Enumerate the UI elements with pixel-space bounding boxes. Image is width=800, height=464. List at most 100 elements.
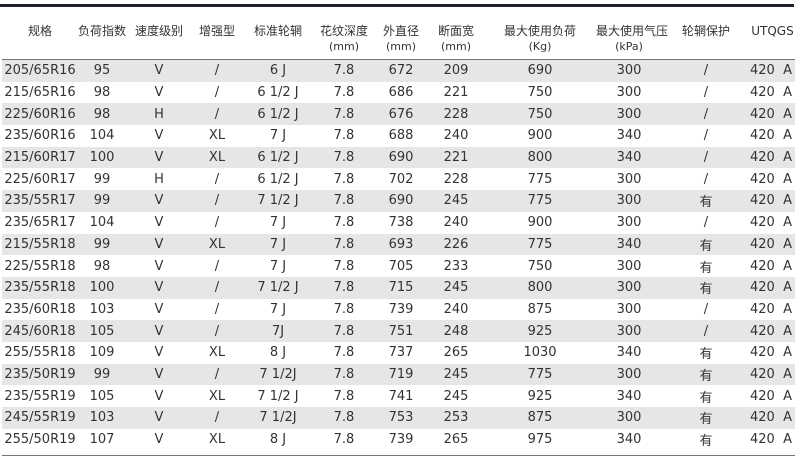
column-header: UTQGS xyxy=(750,24,795,39)
table-cell: V xyxy=(154,301,164,317)
table-row: 215/55R18 99 V XL 7 J 7.8 693 226 775 340 有 420 A A xyxy=(2,233,795,256)
table-cell: / xyxy=(703,301,709,317)
table-cell: 739 xyxy=(388,301,414,317)
table-cell: 420 A A xyxy=(750,258,792,274)
table-cell: 221 xyxy=(443,85,469,101)
table-cell: V xyxy=(154,63,164,79)
table-cell: 705 xyxy=(388,258,414,274)
table-cell: 751 xyxy=(388,323,414,339)
table-cell: 有 xyxy=(699,368,713,384)
table-cell: 1030 xyxy=(523,345,557,361)
table-cell: 有 xyxy=(699,347,713,363)
table-cell: 245 xyxy=(443,193,469,209)
table-cell: 265 xyxy=(443,432,469,448)
column-header-unit: (kPa) xyxy=(615,40,643,53)
table-cell: 693 xyxy=(388,236,414,252)
table-cell: 750 xyxy=(527,106,553,122)
table-cell: 8 J xyxy=(269,432,287,448)
table-cell: 7.8 xyxy=(333,280,355,296)
table-cell: 248 xyxy=(443,323,469,339)
table-cell: 99 xyxy=(93,171,111,187)
table-cell: 420 A A xyxy=(750,106,792,122)
table-cell: / xyxy=(214,63,220,79)
column-header: 外直径 (mm) xyxy=(374,24,428,54)
table-row: 235/65R17 104 V / 7 J 7.8 738 240 900 300 / 420 A A xyxy=(2,212,795,234)
column-header: 增强型 xyxy=(192,24,242,39)
table-cell: 99 xyxy=(93,236,111,252)
table-cell: 98 xyxy=(93,85,111,101)
table-cell: 688 xyxy=(388,128,414,144)
table-cell: 7 J xyxy=(269,215,287,231)
table-cell: 420 A A xyxy=(750,236,792,252)
table-cell: 7 1/2 J xyxy=(257,193,299,209)
table-cell: 7.8 xyxy=(333,301,355,317)
table-cell: 300 xyxy=(616,171,642,187)
table-cell: 245/60R18 xyxy=(4,323,76,339)
column-header: 最大使用气压 (kPa) xyxy=(596,24,668,54)
table-cell: 103 xyxy=(89,410,115,426)
table-cell: 235/60R18 xyxy=(4,301,76,317)
table-cell: 7.8 xyxy=(333,388,355,404)
table-row: 225/60R17 99 H / 6 1/2 J 7.8 702 228 775 300 / 420 … xyxy=(2,168,795,190)
table-cell: V xyxy=(154,236,164,252)
table-cell: 7 1/2J xyxy=(259,366,297,382)
table-cell: 7.8 xyxy=(333,236,355,252)
table-row: 215/60R17 100 V XL 6 1/2 J 7.8 690 221 800 340 / 42… xyxy=(2,146,795,169)
table-cell: 690 xyxy=(388,193,414,209)
column-header-label: 断面宽 xyxy=(437,24,474,38)
table-cell: 420 A A xyxy=(750,280,792,296)
table-cell: 255/50R19 xyxy=(4,432,76,448)
table-cell: 215/60R17 xyxy=(4,150,76,166)
table-cell: / xyxy=(703,128,709,144)
column-header: 负荷指数 xyxy=(78,24,126,39)
table-cell: 420 A A xyxy=(750,128,792,144)
table-cell: 300 xyxy=(616,410,642,426)
table-cell: 95 xyxy=(93,63,111,79)
table-cell: XL xyxy=(208,388,226,404)
table-cell: 228 xyxy=(443,171,469,187)
table-cell: 7 J xyxy=(269,258,287,274)
table-cell: 702 xyxy=(388,171,414,187)
table-cell: 有 xyxy=(699,412,713,428)
column-header: 标准轮辋 xyxy=(242,24,314,39)
table-cell: 215/65R16 xyxy=(4,85,76,101)
table-cell: V xyxy=(154,128,164,144)
table-cell: 737 xyxy=(388,345,414,361)
column-header-label: 最大使用气压 xyxy=(596,24,669,38)
table-cell: 420 A A xyxy=(750,301,792,317)
table-cell: 6 1/2 J xyxy=(257,106,299,122)
table-cell: 107 xyxy=(89,432,115,448)
table-cell: 228 xyxy=(443,106,469,122)
table-row: 235/55R19 105 V XL 7 1/2 J 7.8 741 245 925 340 有 42… xyxy=(2,385,795,407)
table-row: 245/55R19 103 V / 7 1/2J 7.8 753 253 875 300 有 420 … xyxy=(2,407,795,429)
table-cell: 225/55R18 xyxy=(4,258,76,274)
table-row: 245/60R18 105 V / 7J 7.8 751 248 925 300 / 420 A A xyxy=(2,320,795,342)
table-cell: / xyxy=(214,215,220,231)
table-cell: 738 xyxy=(388,215,414,231)
table-cell: 340 xyxy=(616,432,642,448)
table-cell: V xyxy=(154,323,164,339)
table-cell: 420 A A xyxy=(750,432,792,448)
table-cell: 340 xyxy=(616,150,642,166)
table-cell: 105 xyxy=(89,388,115,404)
table-cell: 226 xyxy=(443,236,469,252)
table-cell: 99 xyxy=(93,193,111,209)
table-cell: 253 xyxy=(443,410,469,426)
table-cell: 340 xyxy=(616,388,642,404)
table-cell: 7.8 xyxy=(333,410,355,426)
table-cell: 719 xyxy=(388,366,414,382)
table-cell: / xyxy=(214,106,220,122)
table-cell: 420 A A xyxy=(750,193,792,209)
table-cell: 741 xyxy=(388,388,414,404)
column-header-label: 花纹深度 xyxy=(319,24,368,38)
table-cell: 7 J xyxy=(269,301,287,317)
bottom-rule xyxy=(2,455,795,456)
table-cell: 420 A A xyxy=(750,150,792,166)
table-cell: 109 xyxy=(89,345,115,361)
table-cell: 225/60R16 xyxy=(4,106,76,122)
table-cell: 100 xyxy=(89,280,115,296)
table-cell: 98 xyxy=(93,258,111,274)
table-cell: 7.8 xyxy=(333,432,355,448)
column-header-label: 速度级别 xyxy=(134,24,183,38)
table-cell: 975 xyxy=(527,432,553,448)
